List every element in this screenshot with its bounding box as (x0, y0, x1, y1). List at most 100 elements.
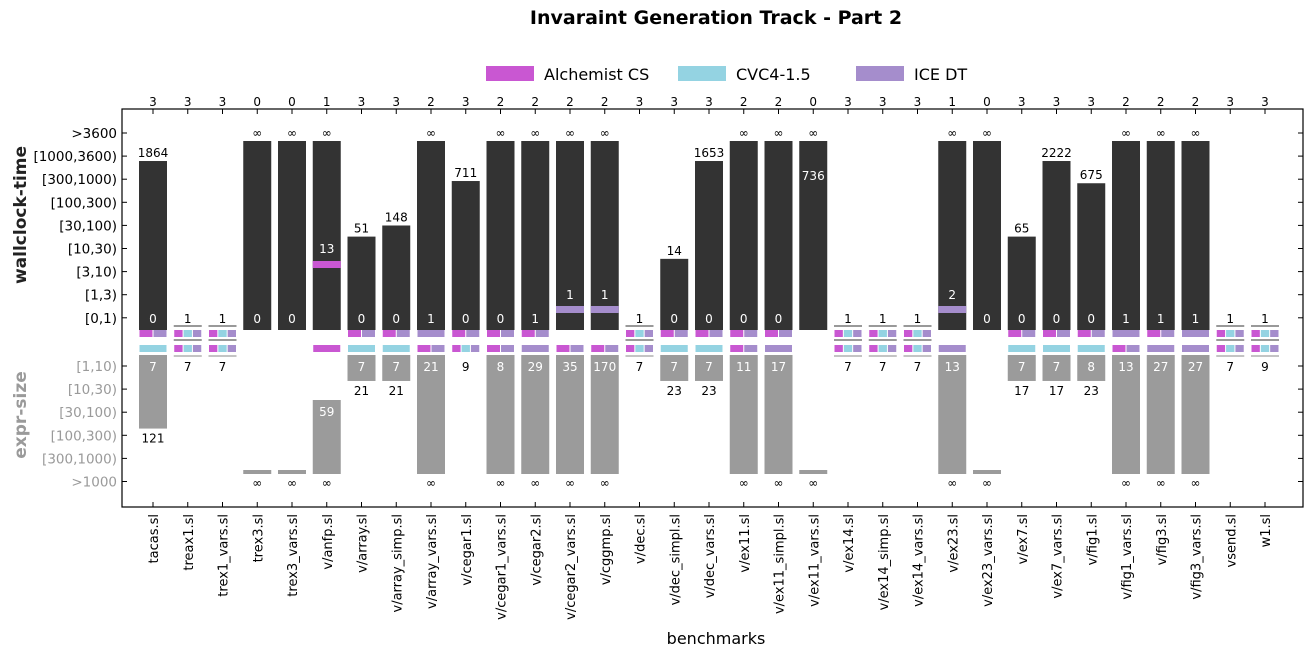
size-bar (312, 400, 341, 474)
time-zero-label: 0 (288, 312, 296, 326)
time-bar (764, 141, 793, 330)
solver-marker (590, 306, 619, 313)
solver-marker-size (556, 345, 570, 352)
solved-count-label: 3 (1226, 95, 1234, 109)
legend-swatch (678, 66, 726, 81)
time-bar (1112, 141, 1140, 330)
size-value-label: 121 (142, 432, 165, 446)
solver-marker-size (695, 345, 723, 352)
time-bar (556, 141, 584, 330)
size-inner-label: 8 (1087, 360, 1095, 374)
solver-marker-time (1057, 330, 1070, 337)
size-value-label: ∞ (530, 476, 540, 490)
solver-marker-time (183, 330, 192, 337)
plot-frame (121, 108, 1304, 508)
size-inner-label: 7 (358, 360, 366, 374)
size-value-label: 23 (701, 384, 716, 398)
time-zero-label: 0 (983, 312, 991, 326)
time-value-label: 2222 (1041, 146, 1072, 160)
solver-marker-size (913, 345, 922, 352)
solver-marker-size (660, 345, 688, 352)
solver-marker-size (1270, 345, 1279, 352)
size-inner-label: 13 (1118, 360, 1133, 374)
size-value-label: 7 (1226, 360, 1234, 374)
solved-count-label: 3 (914, 95, 922, 109)
size-value-label: 23 (667, 384, 682, 398)
benchmark-label: v/cegar1_vars.sl (495, 514, 510, 620)
solver-marker-size (461, 345, 470, 352)
solver-marker-size (1077, 345, 1105, 352)
time-bar (1042, 161, 1071, 330)
x-axis-ticks: tacas.sl treax1.sl trex1_vars.sl trex3.sl tr… (147, 502, 1274, 620)
solver-marker-size (501, 345, 514, 352)
solver-marker-size (382, 345, 410, 352)
benchmark-label: v/fig3.sl (1155, 514, 1170, 565)
size-value-label: 21 (354, 384, 369, 398)
size-value-label: ∞ (1121, 476, 1131, 490)
y-axis-label-size: expr-size (11, 371, 31, 458)
size-value-label: ∞ (496, 476, 506, 490)
benchmark-label: v/anfp.sl (321, 514, 336, 570)
size-bar (1042, 355, 1071, 381)
time-infinity-label: ∞ (947, 126, 957, 140)
solver-marker-time (1077, 330, 1091, 337)
solver-marker-time (1043, 330, 1056, 337)
time-value-label: 1 (844, 312, 852, 326)
size-bar (243, 470, 272, 474)
time-infinity-label: ∞ (322, 126, 332, 140)
size-value-label: 17 (1049, 384, 1064, 398)
solver-marker-time (644, 330, 653, 337)
solver-marker-time (466, 330, 480, 337)
time-float-label: 2 (948, 288, 956, 302)
time-bar (1077, 183, 1106, 330)
x-axis-label: benchmarks (667, 629, 766, 648)
size-bar (486, 355, 515, 474)
solver-marker (556, 306, 584, 313)
size-inner-label: 7 (705, 360, 713, 374)
time-float-label: 13 (319, 242, 334, 256)
size-bar (382, 355, 411, 381)
solver-marker-size (1251, 345, 1260, 352)
solved-count-label: 2 (566, 95, 574, 109)
benchmark-label: v/array_simp.sl (390, 514, 405, 612)
time-bar (695, 161, 723, 330)
solved-count-label: 3 (219, 95, 227, 109)
solver-marker-size (487, 345, 500, 352)
solver-marker-size (626, 345, 635, 352)
solver-marker-time (878, 330, 887, 337)
time-value-label: 1 (1261, 312, 1269, 326)
solver-marker-size (730, 345, 744, 352)
solved-count-label: 3 (844, 95, 852, 109)
benchmark-label: tacas.sl (147, 514, 162, 563)
size-value-label: 7 (879, 360, 887, 374)
time-infinity-label: ∞ (600, 126, 610, 140)
solved-count-label: 0 (983, 95, 991, 109)
solver-marker-size (218, 345, 227, 352)
benchmark-label: v/ex11_simpl.sl (773, 514, 788, 614)
solver-marker-size (869, 345, 878, 352)
solver-marker-size (853, 345, 862, 352)
solved-count-label: 2 (531, 95, 539, 109)
time-zero-label: 0 (497, 312, 505, 326)
benchmark-label: v/ex23.sl (946, 514, 961, 573)
solver-marker-size (139, 345, 167, 352)
solver-marker-size (227, 345, 236, 352)
solver-marker-size (1126, 345, 1140, 352)
time-bar (312, 141, 341, 330)
solved-count-label: 3 (879, 95, 887, 109)
size-inner-label: 7 (670, 360, 678, 374)
time-zero-label: 0 (358, 312, 366, 326)
size-bar (1181, 355, 1210, 474)
solver-marker-size (174, 345, 183, 352)
solver-marker-size (834, 345, 843, 352)
solver-marker-size (922, 345, 931, 352)
size-value-label: 9 (462, 360, 470, 374)
solved-count-label: 2 (427, 95, 435, 109)
size-inner-label: 170 (593, 360, 616, 374)
solver-marker-time (174, 330, 183, 337)
solver-marker-size (1260, 345, 1270, 352)
solver-marker-size (635, 345, 644, 352)
solver-marker-time (1147, 330, 1161, 337)
time-zero-label: 0 (1087, 312, 1095, 326)
size-value-label: ∞ (600, 476, 610, 490)
